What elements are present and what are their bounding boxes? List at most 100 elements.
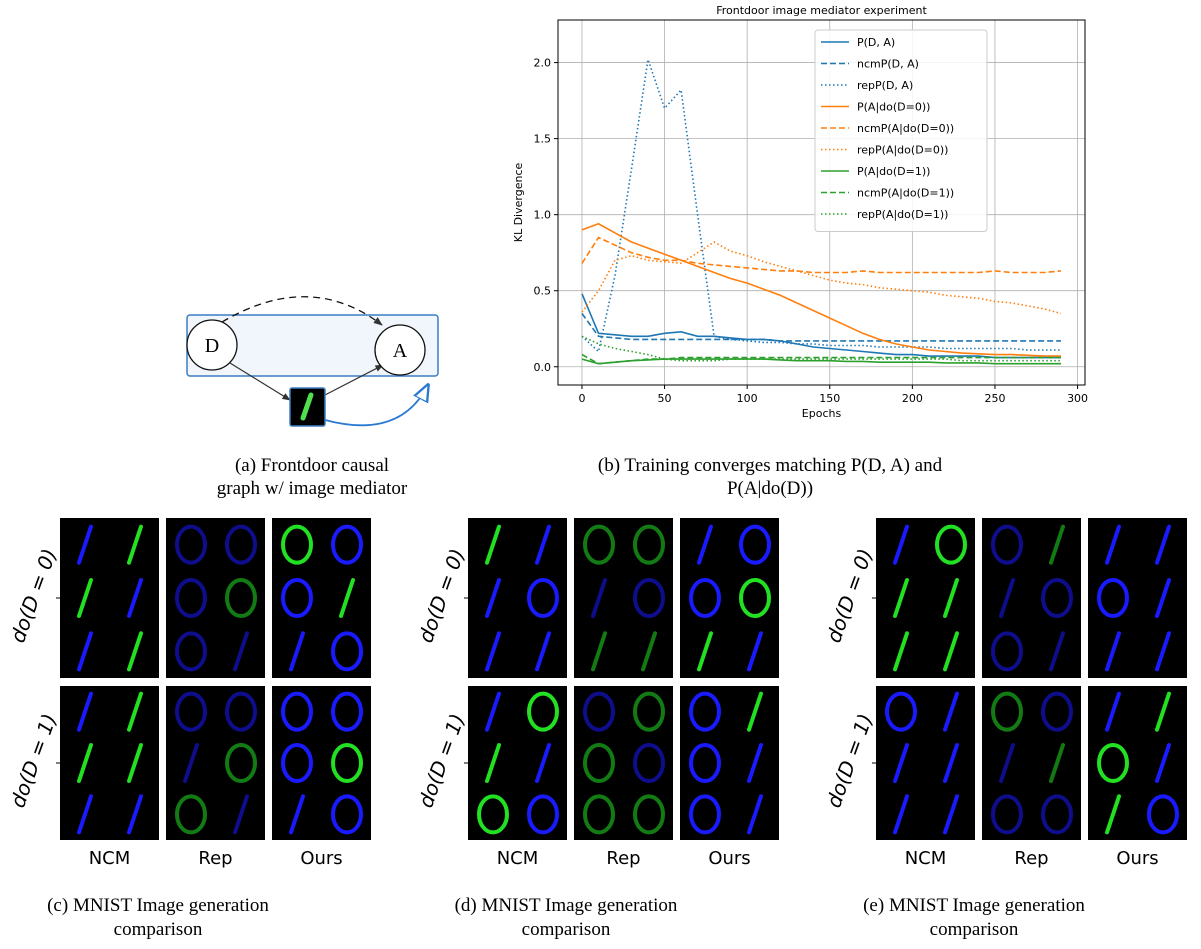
digit [1097,743,1129,783]
digit [999,578,1015,618]
digit [127,578,143,618]
digit [77,631,93,672]
digit [225,524,257,565]
digit [1147,794,1179,835]
digit [331,631,363,672]
digit [1049,524,1065,565]
edge [229,362,291,401]
digit [331,524,363,565]
digit [1041,691,1073,732]
digit [747,631,763,672]
confounder-arc [213,296,383,330]
node-circle [374,324,426,376]
digit [747,794,763,835]
digit [535,631,551,672]
image-block [982,686,1081,840]
caption: (e) MNIST Image generation [863,895,1085,916]
digit [77,743,93,783]
digit [77,524,93,565]
digit [485,743,501,783]
digit [583,691,615,732]
edge [324,364,384,396]
row-label: do(D = 0) [821,545,877,645]
legend-label: ncmP(A|do(D=0)) [857,122,954,135]
image-block [574,518,673,678]
x-tick-label: 200 [902,392,923,405]
causal-graph: D A (a) Frontdoor causal graph w/ image … [186,296,439,499]
digit [225,743,257,783]
digit [633,743,665,783]
digit [935,524,967,565]
digit [943,743,959,783]
digit [893,524,909,565]
image-digit [300,392,314,421]
caption: (a) Frontdoor causal [235,455,389,476]
digit [893,743,909,783]
legend-label: P(A|do(D=1)) [857,165,930,178]
row-label: do(D = 1) [5,710,61,810]
legend-label: repP(A|do(D=0)) [857,144,948,157]
digit [1105,524,1121,565]
digit [885,691,917,732]
digit [127,524,143,565]
digit [127,794,143,835]
series-line [581,236,1062,274]
digit [485,578,501,618]
digit [1105,794,1121,835]
digit [739,524,771,565]
digit [485,524,501,565]
image-block [272,686,371,840]
digit [747,743,763,783]
column-label: Ours [708,848,750,869]
digit [289,631,305,672]
digit [233,794,249,835]
digit [943,631,959,672]
digit [477,794,509,835]
digit [127,743,143,783]
image-block [1088,518,1187,678]
y-tick-label: 0.0 [534,361,552,374]
image-panels: do(D = 0) do(D = 1) NCM Rep Ours (c) MNIST Im… [5,518,1187,940]
legend-label: P(D, A) [857,36,895,49]
digit [175,691,207,732]
legend-label: repP(D, A) [857,79,913,92]
column-label: Rep [1014,848,1048,869]
digit [183,743,199,783]
image-block [60,686,159,840]
series-line [581,241,1062,315]
digit [689,794,721,835]
digit [1041,794,1073,835]
column-label: NCM [89,848,131,869]
x-tick-label: 0 [578,392,585,405]
column-label: NCM [905,848,947,869]
digit [175,631,207,672]
digit [1155,578,1171,618]
digit [225,578,257,618]
digit [485,691,501,732]
digit [1049,631,1065,672]
column-label: NCM [497,848,539,869]
legend-label: repP(A|do(D=1)) [857,208,948,221]
column-label: Ours [1116,848,1158,869]
digit [641,631,657,672]
image-block [680,686,779,840]
digit [991,794,1023,835]
digit [1049,743,1065,783]
digit [77,691,93,732]
digit [1105,691,1121,732]
digit [591,578,607,618]
digit [633,578,665,618]
caption: (c) MNIST Image generation [47,895,269,916]
digit [739,578,771,618]
digit [331,691,363,732]
digit [633,524,665,565]
legend-label: P(A|do(D=0)) [857,101,930,114]
legend-label: ncmP(D, A) [857,58,919,71]
digit [77,794,93,835]
node-label: A [393,340,408,362]
digit [893,578,909,618]
caption: (b) Training converges matching P(D, A) … [598,455,943,476]
digit [535,743,551,783]
image-block [60,518,159,678]
legend-label: ncmP(A|do(D=1)) [857,187,954,200]
